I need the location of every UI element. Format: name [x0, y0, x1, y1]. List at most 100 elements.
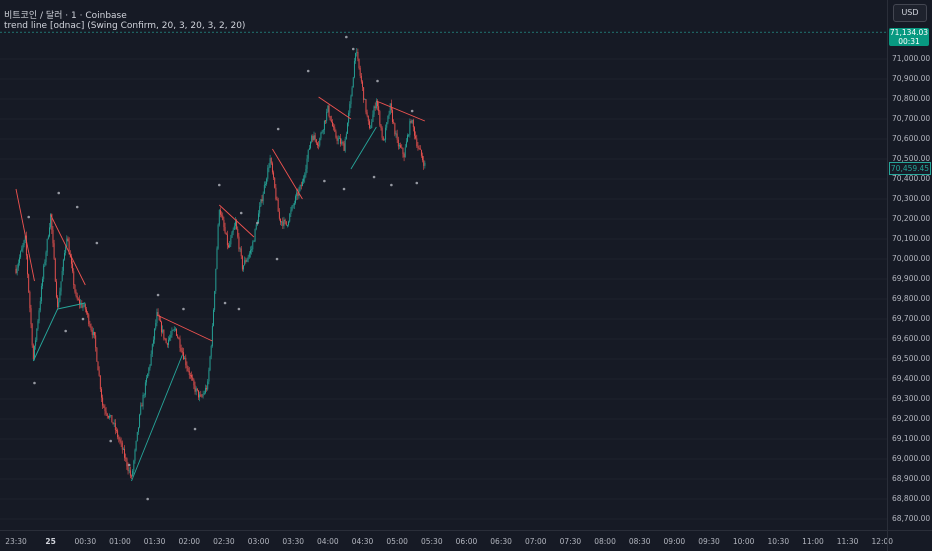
candle [112, 422, 114, 425]
candle [117, 428, 119, 440]
candle [311, 134, 313, 144]
price-axis[interactable]: 71,000.00 70,900.00 70,800.00 70,700.00 70,6… [887, 0, 932, 530]
candle [19, 254, 20, 266]
candle [166, 342, 168, 348]
candle [263, 181, 265, 194]
current-price-badge: 71,134.03 00:31 [889, 28, 929, 46]
candle-body [151, 343, 153, 354]
candle [47, 234, 49, 240]
candle-body [148, 367, 150, 374]
candle-body [219, 210, 221, 215]
candle-body [283, 219, 285, 226]
candle-body [399, 145, 400, 147]
candle [362, 80, 363, 91]
candle-body [323, 120, 325, 130]
price-tick-label: 69,800.00 [892, 294, 931, 303]
candle-body [229, 244, 231, 248]
candle [319, 137, 321, 148]
candle-body [288, 221, 290, 226]
swing-low-marker [109, 439, 113, 443]
candle-body [173, 328, 175, 331]
candle [358, 58, 360, 70]
candle-body [393, 122, 395, 124]
candle-body [266, 178, 268, 185]
candle-body [97, 361, 99, 371]
candle [163, 329, 165, 341]
candle [262, 191, 264, 205]
candle-body [75, 291, 77, 296]
candle [409, 118, 411, 138]
candle [216, 246, 218, 270]
candle-body [366, 112, 368, 116]
candle-body [181, 351, 183, 353]
currency-button[interactable]: USD [893, 4, 927, 22]
indicator-legend[interactable]: trend line [odnac] (Swing Confirm, 20, 3… [4, 21, 246, 31]
candle [42, 276, 44, 290]
candle-body [183, 352, 184, 360]
candle-body [70, 257, 72, 264]
candle [349, 101, 351, 117]
candle-body [141, 405, 143, 407]
candle-body [19, 257, 20, 263]
candle-body [351, 87, 353, 97]
candle [64, 249, 65, 261]
candle [208, 367, 210, 385]
candle [367, 115, 369, 125]
candle-body [418, 148, 420, 149]
candle-body [380, 124, 382, 129]
candle-body [319, 138, 321, 146]
candle-body [206, 388, 208, 390]
candle [16, 264, 18, 276]
candle-body [255, 224, 257, 230]
candle [22, 242, 24, 253]
candle [338, 135, 340, 139]
candle [27, 254, 28, 278]
candle [131, 474, 132, 480]
swing-high-marker [351, 47, 355, 51]
candle [284, 218, 286, 225]
candle-body [280, 218, 281, 223]
chart-area[interactable]: 비트코인 / 달러 · 1 · Coinbase trend line [odn… [0, 0, 887, 530]
candle-body [358, 58, 360, 69]
candle [219, 207, 221, 218]
candle [151, 343, 153, 358]
candle-body [28, 274, 30, 292]
candle-body [187, 368, 189, 371]
time-tick-label: 05:00 [386, 537, 408, 546]
time-axis[interactable]: 23:30 25 00:30 01:00 01:30 02:00 02:30 03:00 03:… [0, 530, 893, 551]
candle-body [221, 214, 223, 216]
candle-body [68, 241, 70, 255]
candle [30, 304, 32, 329]
candle-body [414, 127, 415, 136]
candle [305, 164, 307, 178]
countdown-label: 00:31 [898, 37, 920, 46]
candle-body [363, 87, 365, 100]
candle-body [59, 291, 61, 302]
candle [332, 119, 333, 127]
candle [139, 413, 141, 429]
candle [185, 354, 187, 369]
candle [53, 239, 55, 260]
time-tick-label: 04:30 [351, 537, 374, 546]
candle-body [374, 106, 376, 109]
candle [40, 283, 42, 304]
candle [412, 118, 414, 132]
candle-body [328, 105, 330, 117]
candle [155, 319, 157, 331]
candle [165, 338, 167, 344]
symbol-legend[interactable]: 비트코인 / 달러 · 1 · Coinbase [4, 11, 127, 21]
candle [106, 412, 108, 419]
candle-body [246, 259, 248, 262]
candle-body [45, 252, 47, 262]
candle-body [357, 51, 359, 59]
candle-body [119, 439, 121, 442]
swing-high-marker [75, 205, 79, 209]
candle [278, 208, 280, 221]
price-tick-label: 70,000.00 [892, 254, 931, 263]
candle [274, 177, 276, 189]
candle [364, 98, 366, 100]
price-chart[interactable] [0, 0, 887, 530]
swing-high-marker [27, 215, 31, 219]
candle-body [293, 202, 295, 206]
candle [303, 175, 305, 184]
